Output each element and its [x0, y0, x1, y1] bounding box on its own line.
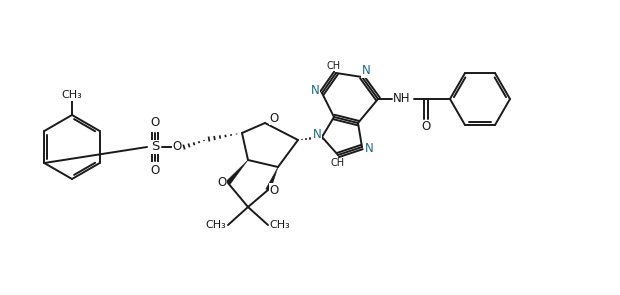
Text: CH₃: CH₃ — [270, 220, 290, 230]
Text: N: N — [365, 142, 373, 155]
Text: O: O — [218, 176, 227, 189]
Text: CH₃: CH₃ — [61, 90, 82, 100]
Text: CH: CH — [327, 61, 341, 71]
Text: O: O — [151, 117, 159, 130]
Text: O: O — [172, 140, 182, 153]
Text: CH₃: CH₃ — [206, 220, 226, 230]
Text: O: O — [269, 112, 278, 124]
Text: CH: CH — [331, 158, 345, 168]
Text: S: S — [151, 140, 159, 153]
Text: NH: NH — [393, 93, 410, 106]
Text: O: O — [269, 183, 278, 196]
Text: N: N — [361, 65, 370, 78]
Text: O: O — [151, 165, 159, 178]
Polygon shape — [226, 160, 248, 185]
Text: N: N — [312, 129, 321, 142]
Text: O: O — [422, 120, 431, 134]
Polygon shape — [266, 167, 278, 191]
Text: N: N — [311, 84, 319, 98]
